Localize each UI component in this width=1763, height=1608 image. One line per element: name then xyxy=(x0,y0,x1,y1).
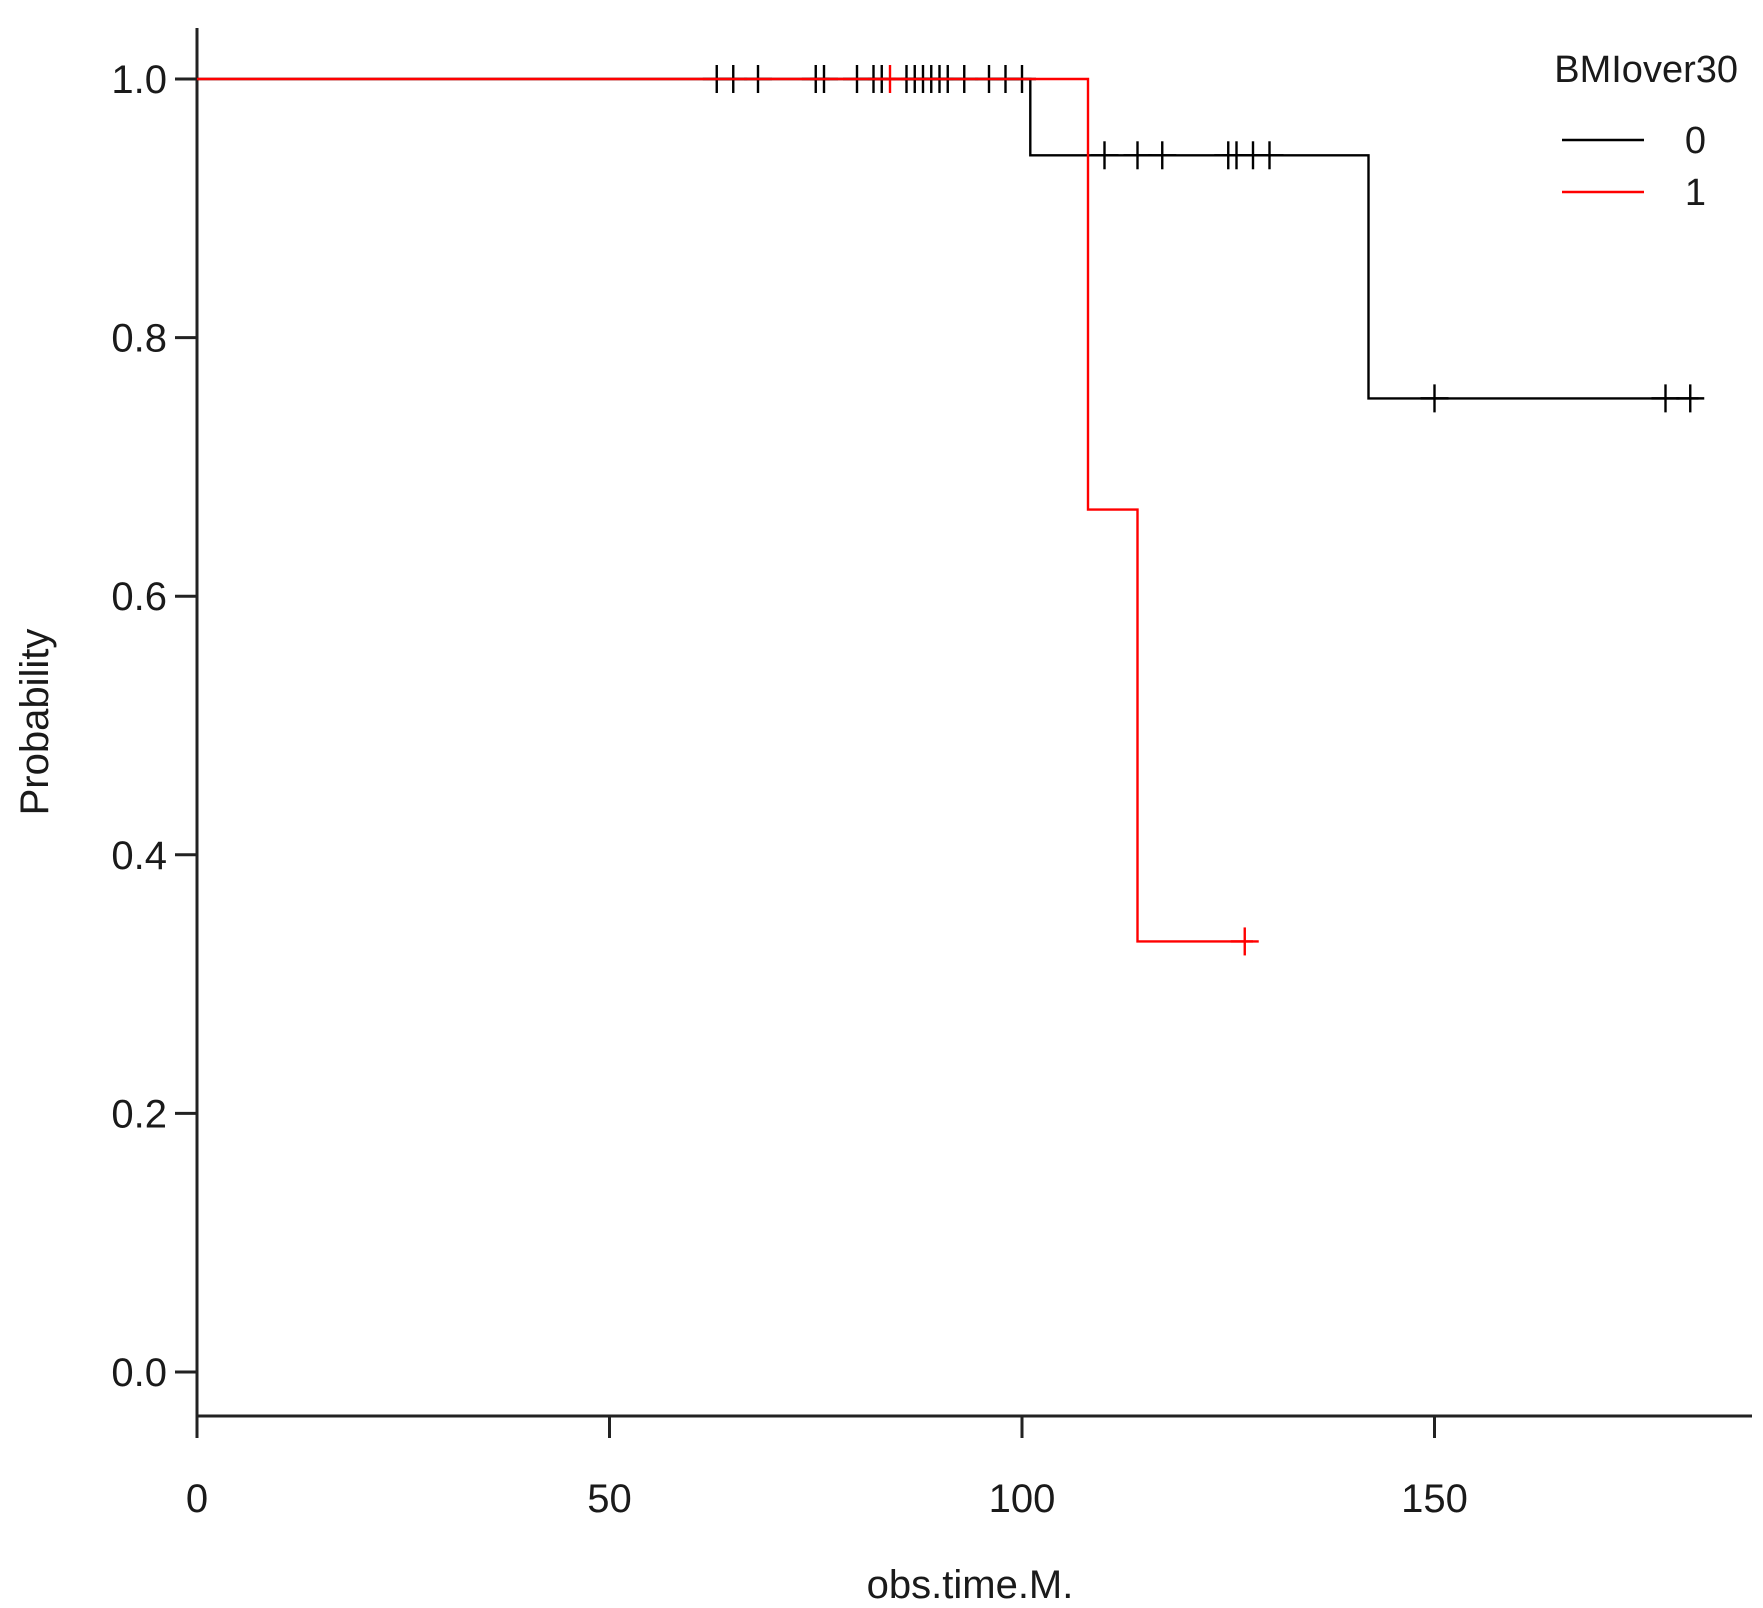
censor-mark xyxy=(1148,141,1177,170)
series-0 xyxy=(197,65,1705,413)
y-tick-label: 0.0 xyxy=(111,1351,167,1395)
censor-mark xyxy=(1676,384,1705,413)
x-tick-label: 150 xyxy=(1401,1477,1468,1521)
censor-mark xyxy=(1651,384,1680,413)
legend-title: BMIover30 xyxy=(1554,49,1738,91)
y-axis-title: Probability xyxy=(13,629,57,816)
survival-curve-0 xyxy=(197,77,1699,400)
y-tick-label: 0.4 xyxy=(111,834,167,878)
x-axis-title: obs.time.M. xyxy=(867,1563,1074,1607)
y-tick-label: 1.0 xyxy=(111,58,167,102)
legend-label: 1 xyxy=(1685,172,1706,214)
y-tick-label: 0.8 xyxy=(111,317,167,361)
series-layer xyxy=(197,65,1705,956)
series-1 xyxy=(197,65,1259,956)
x-tick-label: 100 xyxy=(989,1477,1056,1521)
legend-items: 01 xyxy=(1562,120,1706,214)
x-ticks: 0 50 100 150 xyxy=(186,1416,1468,1521)
censor-mark xyxy=(1123,141,1152,170)
legend: BMIover30 01 xyxy=(1554,49,1738,214)
censor-mark xyxy=(1090,141,1119,170)
legend-item: 1 xyxy=(1562,172,1706,214)
legend-item: 0 xyxy=(1562,120,1706,162)
x-tick-label: 50 xyxy=(587,1477,632,1521)
y-tick-label: 0.2 xyxy=(111,1092,167,1136)
y-ticks: 0.0 0.2 0.4 0.6 0.8 1.0 xyxy=(111,58,197,1395)
censor-mark xyxy=(876,65,904,93)
censor-mark xyxy=(1230,927,1259,956)
legend-label: 0 xyxy=(1685,120,1706,162)
survival-curve-1 xyxy=(197,77,1253,943)
x-tick-label: 0 xyxy=(186,1477,208,1521)
censor-mark xyxy=(1255,141,1284,170)
y-tick-label: 0.6 xyxy=(111,575,167,619)
censor-mark xyxy=(1420,384,1449,413)
